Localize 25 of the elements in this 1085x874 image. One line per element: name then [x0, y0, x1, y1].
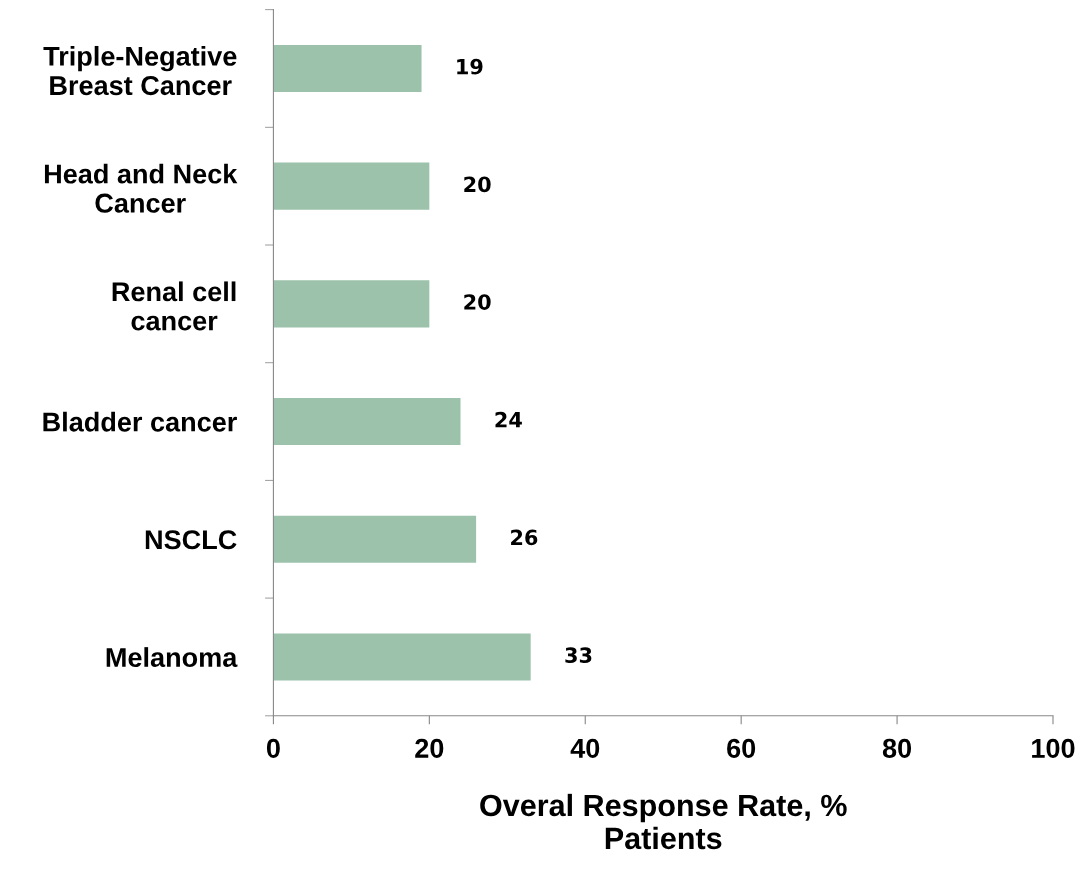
y-tick-label: NSCLC — [145, 530, 237, 550]
data-label: 20 — [464, 176, 491, 193]
y-tick-label: Renal cell cancer — [112, 281, 236, 331]
y-tick-label: Melanoma — [106, 647, 238, 668]
bar — [273, 633, 531, 681]
data-label: 26 — [511, 529, 538, 546]
x-tick-label: 60 — [727, 738, 756, 758]
data-label: 19 — [457, 58, 483, 75]
x-tick-label: 40 — [570, 738, 600, 758]
bar — [273, 398, 461, 446]
x-tick-label: 80 — [882, 738, 912, 758]
x-tick-label: 100 — [1032, 738, 1075, 758]
x-axis-title: Overal Response Rate, % Patients — [480, 793, 847, 850]
x-tick-label: 0 — [266, 738, 280, 758]
y-tick-label: Head and Neck Cancer — [44, 163, 238, 213]
x-tick-label: 20 — [415, 738, 444, 758]
y-tick-label: Bladder cancer — [43, 411, 237, 432]
bar — [273, 515, 477, 563]
data-label: 33 — [565, 647, 592, 663]
bar — [273, 280, 430, 328]
y-tick-label: Triple-Negative Breast Cancer — [43, 45, 237, 96]
bar — [273, 44, 422, 92]
data-label: 20 — [464, 294, 491, 310]
bar — [273, 162, 430, 210]
data-label: 24 — [495, 411, 522, 428]
